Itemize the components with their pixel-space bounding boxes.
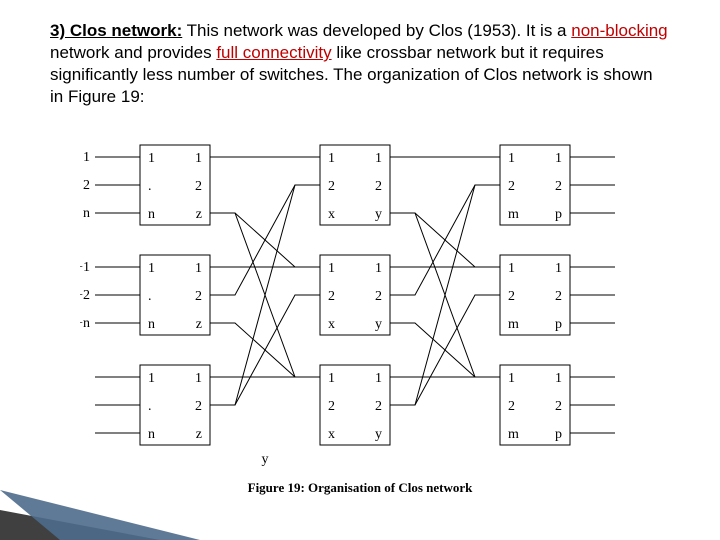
svg-text:2: 2 — [328, 179, 335, 194]
svg-text:2: 2 — [555, 179, 562, 194]
svg-text:z: z — [196, 207, 202, 222]
full-connectivity-term: full connectivity — [216, 43, 331, 62]
svg-text:2: 2 — [375, 399, 382, 414]
svg-text:2: 2 — [328, 289, 335, 304]
svg-text:1: 1 — [328, 151, 335, 166]
svg-text:1: 1 — [375, 261, 382, 276]
svg-text:m: m — [508, 317, 519, 332]
description-paragraph: 3) Clos network: This network was develo… — [50, 20, 670, 108]
svg-text:2: 2 — [195, 399, 202, 414]
svg-text:n: n — [148, 427, 155, 442]
svg-text:m: m — [508, 427, 519, 442]
svg-text:1: 1 — [328, 371, 335, 386]
svg-text:1: 1 — [508, 151, 515, 166]
svg-text:x: x — [328, 317, 335, 332]
svg-text:2: 2 — [195, 179, 202, 194]
svg-text:1: 1 — [195, 151, 202, 166]
svg-text:z: z — [196, 427, 202, 442]
svg-text:n+2: n+2 — [80, 288, 90, 303]
svg-text:.: . — [148, 179, 152, 194]
svg-text:1: 1 — [328, 261, 335, 276]
svg-text:2: 2 — [83, 178, 90, 193]
svg-text:y: y — [262, 452, 269, 467]
svg-text:n: n — [83, 206, 90, 221]
svg-text:.: . — [148, 289, 152, 304]
svg-text:2: 2 — [508, 179, 515, 194]
svg-text:x: x — [328, 427, 335, 442]
svg-text:1: 1 — [555, 261, 562, 276]
svg-text:2: 2 — [375, 179, 382, 194]
svg-text:y: y — [375, 207, 382, 222]
svg-text:2: 2 — [328, 399, 335, 414]
svg-text:1: 1 — [195, 371, 202, 386]
svg-text:1: 1 — [148, 151, 155, 166]
heading-lead: 3) Clos network: — [50, 21, 182, 40]
svg-text:1: 1 — [375, 371, 382, 386]
svg-text:y: y — [375, 427, 382, 442]
svg-text:1: 1 — [555, 371, 562, 386]
svg-text:m: m — [508, 207, 519, 222]
svg-text:.: . — [148, 399, 152, 414]
svg-text:p: p — [555, 317, 562, 332]
svg-text:n+1: n+1 — [80, 260, 90, 275]
svg-text:1: 1 — [508, 371, 515, 386]
svg-text:1: 1 — [148, 261, 155, 276]
non-blocking-term: non-blocking — [571, 21, 667, 40]
svg-text:2: 2 — [555, 399, 562, 414]
svg-text:1: 1 — [83, 150, 90, 165]
svg-text:n: n — [148, 207, 155, 222]
svg-text:1: 1 — [195, 261, 202, 276]
para-text-1: This network was developed by Clos (1953… — [182, 21, 571, 40]
svg-text:p: p — [555, 427, 562, 442]
svg-text:2: 2 — [195, 289, 202, 304]
svg-text:1: 1 — [148, 371, 155, 386]
svg-text:2: 2 — [508, 289, 515, 304]
clos-network-diagram: 1 2 n n+1 n+2 n+n 1 1. 2 n z 1 1 2 2 x y 1 1 2 2 m p 1 1. 2 n z 1 1 2 2… — [80, 135, 640, 475]
svg-text:x: x — [328, 207, 335, 222]
svg-text:z: z — [196, 317, 202, 332]
svg-text:n: n — [148, 317, 155, 332]
para-text-2: network and provides — [50, 43, 216, 62]
svg-text:n+n: n+n — [80, 316, 90, 331]
svg-text:1: 1 — [375, 151, 382, 166]
corner-decoration — [0, 480, 200, 540]
svg-text:2: 2 — [508, 399, 515, 414]
svg-text:p: p — [555, 207, 562, 222]
svg-text:y: y — [375, 317, 382, 332]
svg-text:2: 2 — [555, 289, 562, 304]
svg-text:2: 2 — [375, 289, 382, 304]
svg-text:1: 1 — [555, 151, 562, 166]
svg-text:1: 1 — [508, 261, 515, 276]
